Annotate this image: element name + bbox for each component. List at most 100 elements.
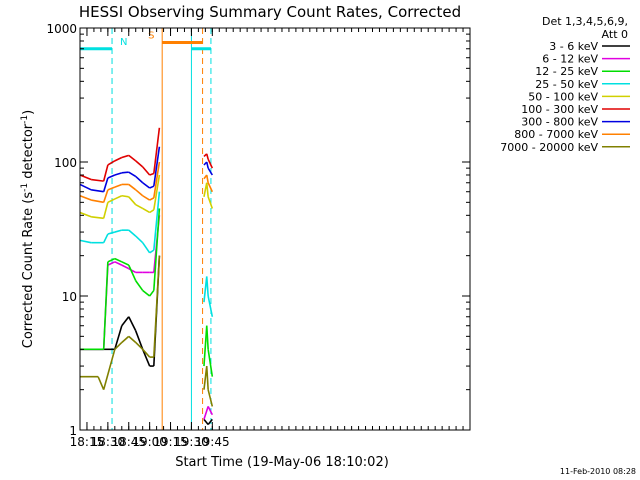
series-2-segment bbox=[121, 264, 130, 270]
series-1 bbox=[80, 255, 213, 425]
series-1-segment bbox=[141, 349, 151, 367]
series-3-segment bbox=[102, 261, 109, 350]
series-9-segment bbox=[205, 366, 209, 390]
series-9-segment bbox=[114, 341, 123, 350]
legend-label-2: 6 - 12 keV bbox=[542, 53, 598, 66]
series-9 bbox=[80, 255, 214, 407]
series-4-segment bbox=[128, 229, 137, 237]
series-9-segment bbox=[153, 255, 161, 358]
series-7-segment bbox=[207, 167, 214, 176]
series-5-segment bbox=[121, 194, 129, 198]
series-9-segment bbox=[121, 335, 130, 344]
x-tick-label-7: 19:45 bbox=[195, 435, 230, 449]
series-3 bbox=[80, 208, 214, 377]
legend-header-line-2: Att 0 bbox=[602, 28, 628, 41]
series-4 bbox=[79, 191, 214, 317]
series-7-segment bbox=[114, 172, 123, 176]
series-4-segment bbox=[102, 233, 109, 244]
series-6-segment bbox=[107, 160, 116, 166]
series-3-segment bbox=[107, 257, 116, 263]
series-6-segment bbox=[102, 164, 109, 182]
y-tick-label-4: 1000 bbox=[46, 22, 77, 36]
series-8-segment bbox=[114, 183, 123, 188]
y-axis-label-sup2: -1 bbox=[20, 115, 30, 124]
x-tick-label-2: 18:30 bbox=[91, 435, 126, 449]
series-1-segment bbox=[207, 418, 213, 425]
series-5-segment bbox=[79, 211, 92, 218]
flag-label-2: S bbox=[148, 30, 154, 41]
series-7 bbox=[79, 146, 214, 193]
series-7-segment bbox=[128, 171, 137, 178]
legend-label-3: 12 - 25 keV bbox=[535, 65, 598, 78]
series-4-segment bbox=[149, 249, 155, 254]
series-3-segment bbox=[153, 208, 161, 291]
series-3-segment bbox=[203, 325, 208, 367]
series-8-segment bbox=[102, 189, 109, 203]
series-2-segment bbox=[114, 261, 123, 266]
series-8-segment bbox=[149, 197, 155, 201]
series-5-segment bbox=[149, 209, 155, 214]
series-8 bbox=[79, 161, 214, 204]
legend-label-6: 100 - 300 keV bbox=[521, 103, 598, 116]
series-8-segment bbox=[135, 189, 144, 197]
series-6-segment bbox=[205, 153, 209, 160]
series-3-segment bbox=[205, 325, 209, 350]
series-7-segment bbox=[79, 183, 92, 191]
series-4-segment bbox=[135, 235, 144, 244]
series-9-segment bbox=[207, 389, 214, 407]
series-6-segment bbox=[79, 174, 92, 181]
series-2-segment bbox=[107, 261, 116, 266]
legend-label-7: 300 - 800 keV bbox=[521, 116, 598, 129]
series-9-segment bbox=[102, 349, 116, 390]
series-8-segment bbox=[205, 174, 209, 183]
x-axis-label: Start Time (19-May-06 18:10:02) bbox=[175, 455, 389, 470]
series-9-segment bbox=[135, 341, 144, 350]
series-7-segment bbox=[149, 185, 155, 189]
x-tick-label-3: 18:45 bbox=[111, 435, 146, 449]
legend-header-line-1: Det 1,3,4,5,6,9, bbox=[542, 15, 628, 28]
series-8-segment bbox=[153, 161, 161, 198]
plot-area: NS bbox=[79, 28, 214, 430]
series-5-segment bbox=[142, 207, 151, 214]
y-tick-label-2: 10 bbox=[62, 290, 77, 304]
series-8-segment bbox=[107, 186, 116, 191]
series-1-segment bbox=[128, 316, 137, 332]
series-7-segment bbox=[153, 146, 161, 187]
series-7-segment bbox=[205, 161, 209, 169]
series-3-segment bbox=[128, 264, 137, 282]
series-3-segment bbox=[142, 289, 151, 297]
series-5-segment bbox=[128, 196, 137, 206]
series-1-segment bbox=[114, 325, 123, 350]
y-tick-label-3: 100 bbox=[54, 156, 77, 170]
series-3-segment bbox=[121, 261, 130, 266]
series-6-segment bbox=[153, 127, 161, 174]
series-4-segment bbox=[142, 242, 151, 254]
series-1-segment bbox=[203, 418, 209, 425]
legend-label-5: 50 - 100 keV bbox=[528, 90, 598, 103]
series-6-segment bbox=[142, 166, 151, 176]
series-5-segment bbox=[153, 174, 161, 210]
series-6-segment bbox=[128, 154, 137, 162]
y-axis-label: Corrected Count Rate (s-1 detector-1) bbox=[20, 110, 36, 348]
series-5 bbox=[79, 174, 214, 220]
series-2 bbox=[80, 215, 214, 420]
series-5-segment bbox=[107, 198, 116, 204]
y-axis-label-end: ) bbox=[21, 110, 36, 115]
legend-label-1: 3 - 6 keV bbox=[549, 40, 598, 53]
series-3-segment bbox=[114, 257, 123, 263]
series-7-segment bbox=[135, 175, 144, 184]
series-9-segment bbox=[97, 376, 105, 390]
legend-label-8: 800 - 7000 keV bbox=[514, 128, 598, 141]
series-9-segment bbox=[128, 335, 137, 344]
series-5-segment bbox=[207, 196, 214, 209]
chart-title: HESSI Observing Summary Count Rates, Cor… bbox=[79, 3, 461, 21]
series-6-segment bbox=[149, 172, 155, 176]
series-6-segment bbox=[114, 156, 123, 162]
series-8-segment bbox=[90, 199, 104, 204]
series-7-segment bbox=[142, 182, 151, 189]
flag-label-1: N bbox=[120, 37, 127, 48]
generation-timestamp: 11-Feb-2010 08:28 bbox=[560, 467, 636, 476]
series-6-segment bbox=[135, 160, 144, 168]
